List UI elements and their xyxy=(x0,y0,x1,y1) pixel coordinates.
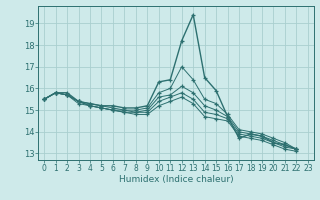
X-axis label: Humidex (Indice chaleur): Humidex (Indice chaleur) xyxy=(119,175,233,184)
